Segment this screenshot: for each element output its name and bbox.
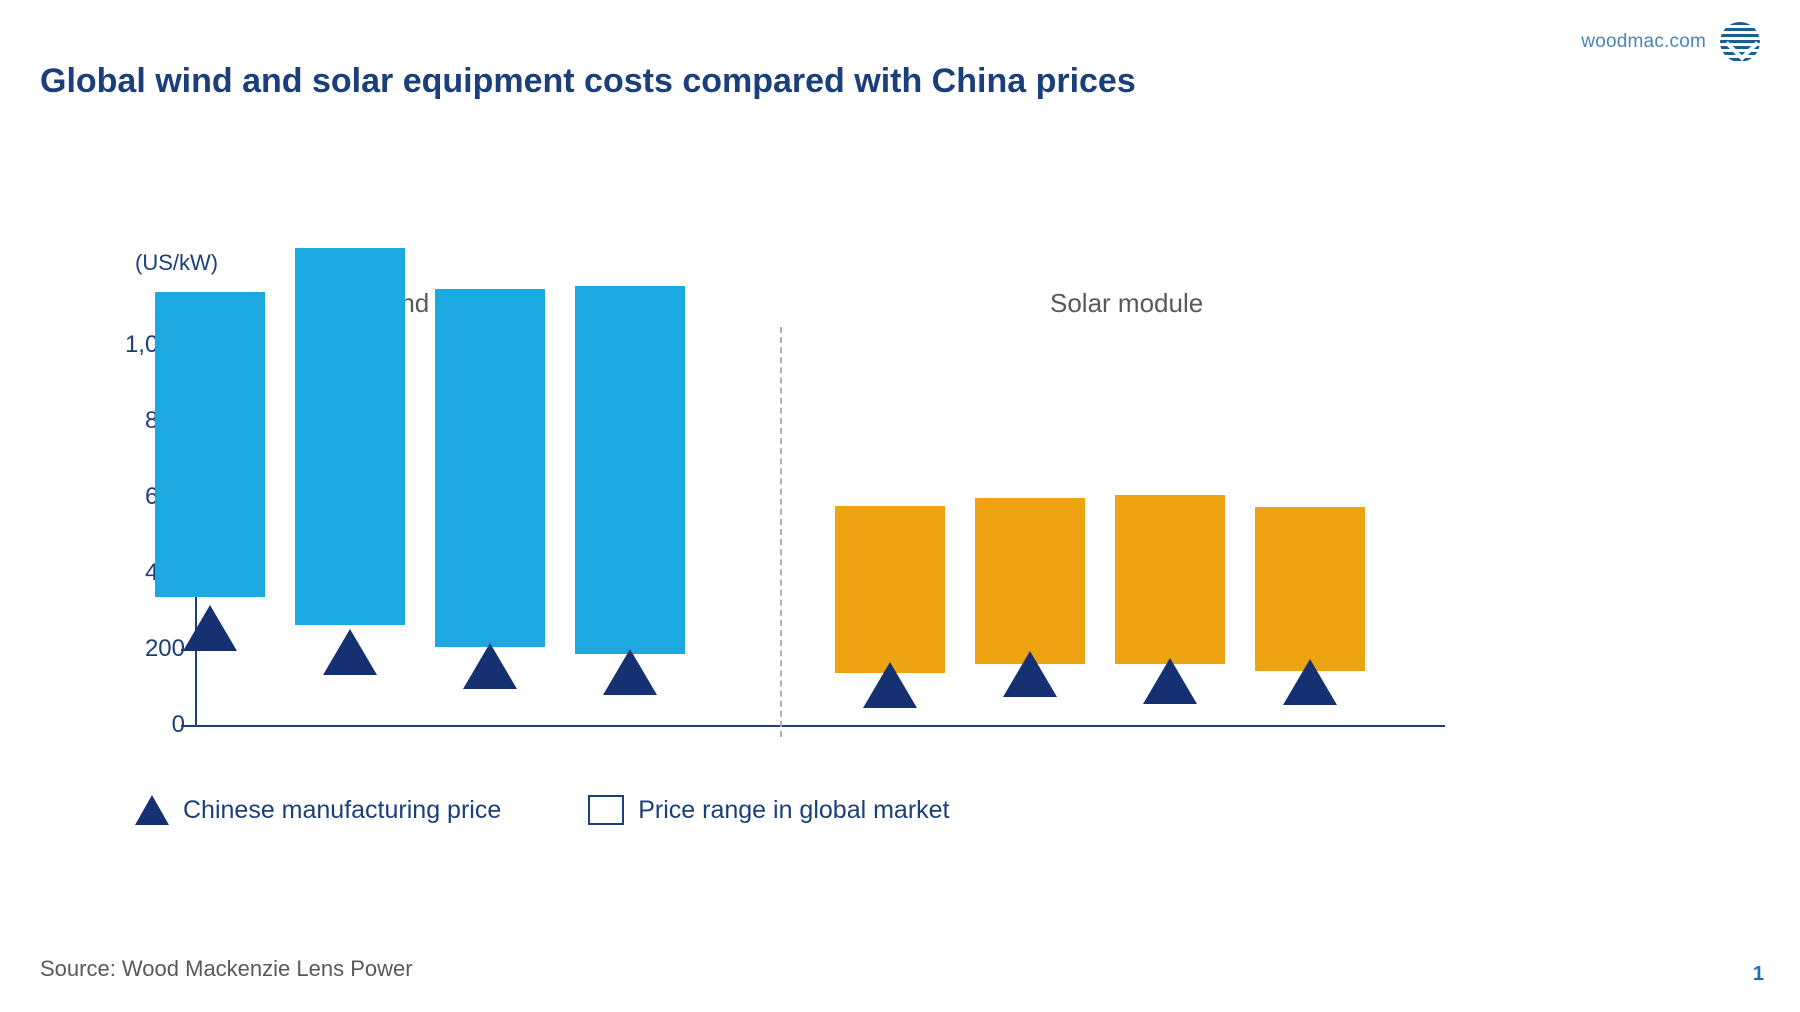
x-axis-line [195,725,1445,727]
wind-china-price-marker-2021[interactable] [323,629,377,675]
wind-china-price-marker-2022[interactable] [463,643,517,689]
wind-china-price-marker-2023[interactable] [603,649,657,695]
wind-range-bar-2022[interactable] [435,289,545,647]
wind-china-price-marker-2020[interactable] [183,605,237,651]
chart-container: (US/kW) Wind turbine Solar module 0 200 … [40,250,1540,870]
y-tick-label-200: 200 [115,635,185,663]
wind-range-bar-2021[interactable] [295,248,405,625]
y-tick-label-0: 0 [115,711,185,739]
solar-range-bar-2023[interactable] [1255,507,1365,671]
header-branding: woodmac.com [1581,22,1760,62]
legend-square-icon [588,795,624,825]
solar-china-price-marker-2020[interactable] [863,662,917,708]
slide-root: woodmac.com Global wind and solar equipm… [0,0,1800,1012]
plot-area: 0 200 400 600 800 1,000 [135,345,1435,725]
solar-range-bar-2021[interactable] [975,498,1085,664]
source-text: Source: Wood Mackenzie Lens Power [40,956,413,982]
section-divider [780,327,782,737]
legend-triangle-label: Chinese manufacturing price [183,796,501,825]
company-logo-icon [1720,22,1760,62]
solar-section-label: Solar module [1050,288,1203,319]
solar-china-price-marker-2023[interactable] [1283,659,1337,705]
solar-china-price-marker-2021[interactable] [1003,651,1057,697]
slide-title: Global wind and solar equipment costs co… [40,62,1136,101]
solar-china-price-marker-2022[interactable] [1143,658,1197,704]
wind-range-bar-2023[interactable] [575,286,685,654]
legend-triangle-icon [135,795,169,825]
chart-legend: Chinese manufacturing price Price range … [135,795,950,825]
solar-range-bar-2020[interactable] [835,506,945,673]
legend-item-triangle: Chinese manufacturing price [135,795,501,825]
legend-square-label: Price range in global market [638,796,949,825]
legend-item-square: Price range in global market [588,795,949,825]
solar-range-bar-2022[interactable] [1115,495,1225,664]
woodmac-link-text[interactable]: woodmac.com [1581,31,1706,53]
page-number: 1 [1753,963,1764,986]
chart-unit-label: (US/kW) [135,250,218,276]
wind-range-bar-2020[interactable] [155,292,265,597]
